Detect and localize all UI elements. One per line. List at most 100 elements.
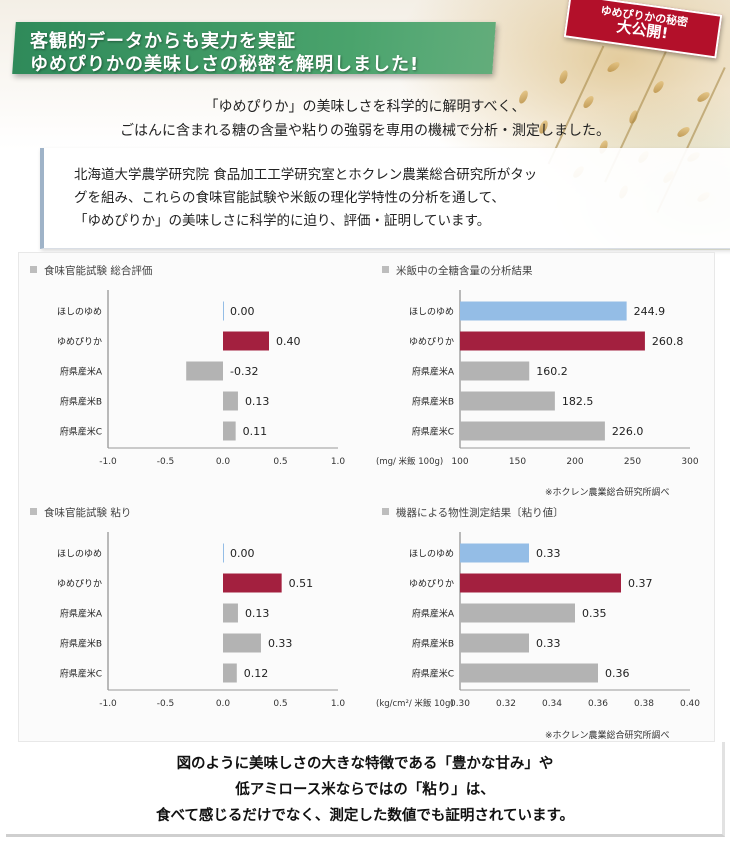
summary-line1: 図のように美味しさの大きな特徴である「豊かな甘み」や: [176, 756, 554, 772]
value-label: 226.0: [612, 425, 644, 438]
summary-line3: 食べて感じるだけでなく、測定した数値でも証明されています。: [155, 808, 575, 824]
source-note-bottom: ※ホクレン農業総合研究所調べ: [545, 731, 670, 741]
value-label: 0.00: [230, 305, 255, 318]
category-label: ほしのゆめ: [57, 549, 102, 560]
rice-grain: [651, 79, 666, 95]
x-tick-label: 1.0: [331, 699, 346, 709]
bar: [460, 301, 627, 321]
bar: [223, 391, 238, 411]
page-title-line2: ゆめぴりかの美味しさの秘密を解明しました!: [30, 54, 420, 75]
value-label: -0.32: [230, 365, 258, 378]
x-tick-label: 0.30: [450, 699, 470, 709]
x-tick-label: 0.5: [273, 457, 287, 467]
chart-title: 食味官能試験 総合評価: [44, 264, 152, 277]
x-tick-label: 100: [451, 457, 468, 467]
bar: [460, 543, 529, 563]
category-label: 府県産米A: [60, 608, 103, 620]
x-axis-unit-label: (mg/ 米飯 100g): [376, 456, 443, 467]
chart-title: 機器による物性測定結果〔粘り値〕: [396, 506, 564, 519]
x-tick-label: -0.5: [157, 457, 175, 467]
category-label: 府県産米A: [60, 366, 103, 378]
chart-title: 米飯中の全糖含量の分析結果: [396, 264, 533, 277]
chart-title-marker: [30, 508, 37, 515]
x-tick-label: 0.40: [680, 699, 700, 709]
category-label: ほしのゆめ: [409, 549, 454, 560]
value-label: 0.36: [605, 667, 630, 680]
category-label: ゆめぴりか: [409, 579, 454, 590]
category-label: 府県産米C: [412, 668, 454, 680]
value-label: 0.37: [628, 577, 653, 590]
category-label: ゆめぴりか: [409, 337, 454, 348]
x-tick-label: -1.0: [99, 699, 117, 709]
intro-line1: 「ゆめぴりか」の美味しさを科学的に解明すべく、: [204, 99, 526, 115]
category-label: 府県産米B: [60, 638, 102, 650]
x-tick-label: 150: [509, 457, 526, 467]
category-label: 府県産米B: [60, 396, 102, 408]
bar: [460, 331, 645, 351]
x-tick-label: 0.32: [496, 699, 516, 709]
intro-line2: ごはんに含まれる糖の含量や粘りの強弱を専用の機械で分析・測定しました。: [120, 123, 610, 139]
value-label: 260.8: [652, 335, 684, 348]
panel-line2: グを組み、これらの食味官能試験や米飯の理化学特性の分析を通して、: [74, 190, 505, 206]
category-label: 府県産米C: [60, 668, 102, 680]
x-tick-label: 0.36: [588, 699, 608, 709]
source-note-top: ※ホクレン農業総合研究所調べ: [545, 488, 670, 498]
bar: [223, 301, 224, 321]
value-label: 0.35: [582, 607, 607, 620]
bar: [223, 421, 236, 441]
panel-line3: 「ゆめぴりか」の美味しさに科学的に迫り、評価・証明しています。: [74, 213, 491, 229]
x-tick-label: -0.5: [157, 699, 175, 709]
value-label: 0.33: [268, 637, 293, 650]
chart-instrument-stickiness: 機器による物性測定結果〔粘り値〕ほしのゆめ 0.33 ゆめぴりか 0.37 府県産米A 0…: [376, 506, 700, 709]
summary-line2: 低アミロース米ならではの「粘り」は、: [235, 782, 495, 798]
x-tick-label: 0.38: [634, 699, 654, 709]
x-tick-label: 0.34: [542, 699, 562, 709]
chart-title: 食味官能試験 粘り: [44, 506, 131, 519]
bar: [460, 573, 621, 593]
x-tick-label: 0.0: [216, 457, 231, 467]
value-label: 0.51: [289, 577, 314, 590]
page-title-line1: 客観的データからも実力を実証: [30, 31, 296, 52]
bar: [460, 633, 529, 653]
bar: [186, 361, 223, 381]
value-label: 0.11: [243, 425, 268, 438]
summary-frame: [6, 742, 725, 837]
bar: [460, 361, 530, 381]
category-label: 府県産米B: [412, 638, 454, 650]
rice-grain: [605, 60, 622, 74]
value-label: 0.00: [230, 547, 255, 560]
bar: [223, 543, 224, 563]
category-label: 府県産米C: [412, 426, 454, 438]
x-tick-label: 0.0: [216, 699, 231, 709]
category-label: ほしのゆめ: [409, 307, 454, 318]
bar: [223, 663, 237, 683]
value-label: 0.40: [276, 335, 301, 348]
bar: [460, 603, 575, 623]
chart-title-marker: [382, 508, 389, 515]
bar: [223, 603, 238, 623]
value-label: 182.5: [562, 395, 594, 408]
x-tick-label: 200: [566, 457, 583, 467]
value-label: 160.2: [536, 365, 568, 378]
category-label: ゆめぴりか: [57, 337, 102, 348]
value-label: 0.33: [536, 637, 561, 650]
value-label: 0.12: [244, 667, 268, 680]
value-label: 0.13: [245, 607, 270, 620]
panel-line1: 北海道大学農学研究院 食品加工工学研究室とホクレン農業総合研究所がタッ: [74, 167, 538, 183]
category-label: 府県産米A: [412, 366, 455, 378]
chart-title-marker: [30, 266, 37, 273]
x-axis-unit-label: (kg/cm²/ 米飯 10g): [376, 698, 454, 709]
x-tick-label: 1.0: [331, 457, 346, 467]
bar: [223, 573, 282, 593]
x-tick-label: 0.5: [273, 699, 287, 709]
rice-grain: [557, 69, 570, 85]
category-label: 府県産米B: [412, 396, 454, 408]
value-label: 0.13: [245, 395, 270, 408]
bar: [223, 633, 261, 653]
bar: [460, 421, 605, 441]
x-tick-label: 250: [624, 457, 641, 467]
bar: [223, 331, 269, 351]
